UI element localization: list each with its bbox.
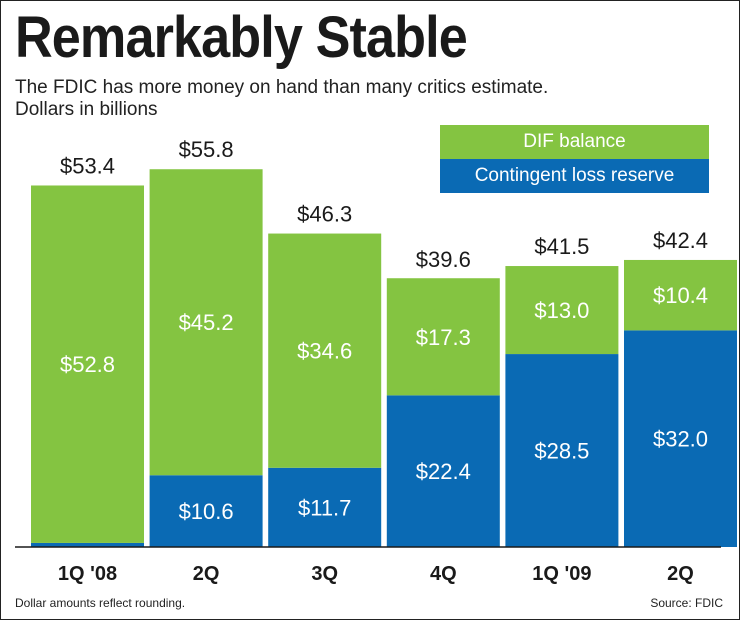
bar-reserve-3 (386, 395, 500, 547)
label-reserve-2: $11.7 (298, 495, 351, 520)
label-dif-3: $17.3 (416, 325, 471, 350)
total-label-1: $55.8 (179, 137, 234, 162)
bar-reserve-5 (624, 330, 737, 547)
category-label-5: 2Q (667, 563, 694, 585)
bar-dif-4 (505, 266, 619, 355)
bar-reserve-0 (31, 542, 144, 547)
label-reserve-3: $22.4 (416, 459, 471, 484)
legend-contingent-loss-reserve: Contingent loss reserve (440, 159, 709, 193)
category-label-3: 4Q (430, 563, 457, 585)
total-label-2: $46.3 (297, 202, 352, 227)
legend-dif-balance: DIF balance (440, 125, 709, 159)
label-dif-0: $52.8 (60, 352, 115, 377)
label-dif-1: $45.2 (179, 310, 234, 335)
total-label-0: $53.4 (60, 153, 115, 178)
category-label-1: 2Q (193, 563, 220, 585)
bar-reserve-1 (149, 475, 263, 547)
label-dif-4: $13.0 (534, 298, 589, 323)
total-label-4: $41.5 (534, 234, 589, 259)
label-reserve-1: $10.6 (179, 499, 234, 524)
source-note: Source: FDIC (650, 596, 723, 610)
category-label-4: 1Q '09 (532, 563, 591, 585)
subtitle-line-1: The FDIC has more money on hand than man… (15, 77, 549, 98)
label-dif-2: $34.6 (297, 339, 352, 364)
label-reserve-4: $28.5 (534, 439, 589, 464)
bar-dif-0 (31, 185, 144, 543)
footnote: Dollar amounts reflect rounding. (15, 596, 186, 610)
bar-reserve-2 (268, 467, 382, 547)
bar-reserve-4 (505, 354, 619, 547)
subtitle-line-2: Dollars in billions (15, 99, 158, 120)
label-dif-5: $10.4 (653, 283, 708, 308)
total-label-5: $42.4 (653, 228, 708, 253)
total-label-3: $39.6 (416, 247, 471, 272)
bar-dif-1 (149, 169, 263, 476)
bar-dif-5 (624, 259, 737, 331)
category-label-0: 1Q '08 (58, 563, 117, 585)
bar-dif-2 (268, 233, 382, 468)
chart-legend: DIF balance Contingent loss reserve (440, 125, 709, 193)
label-reserve-5: $32.0 (653, 427, 708, 452)
chart-subtitle: The FDIC has more money on hand than man… (15, 77, 715, 121)
bar-dif-3 (386, 278, 500, 396)
chart-title: Remarkably Stable (15, 5, 468, 70)
category-label-2: 3Q (311, 563, 338, 585)
